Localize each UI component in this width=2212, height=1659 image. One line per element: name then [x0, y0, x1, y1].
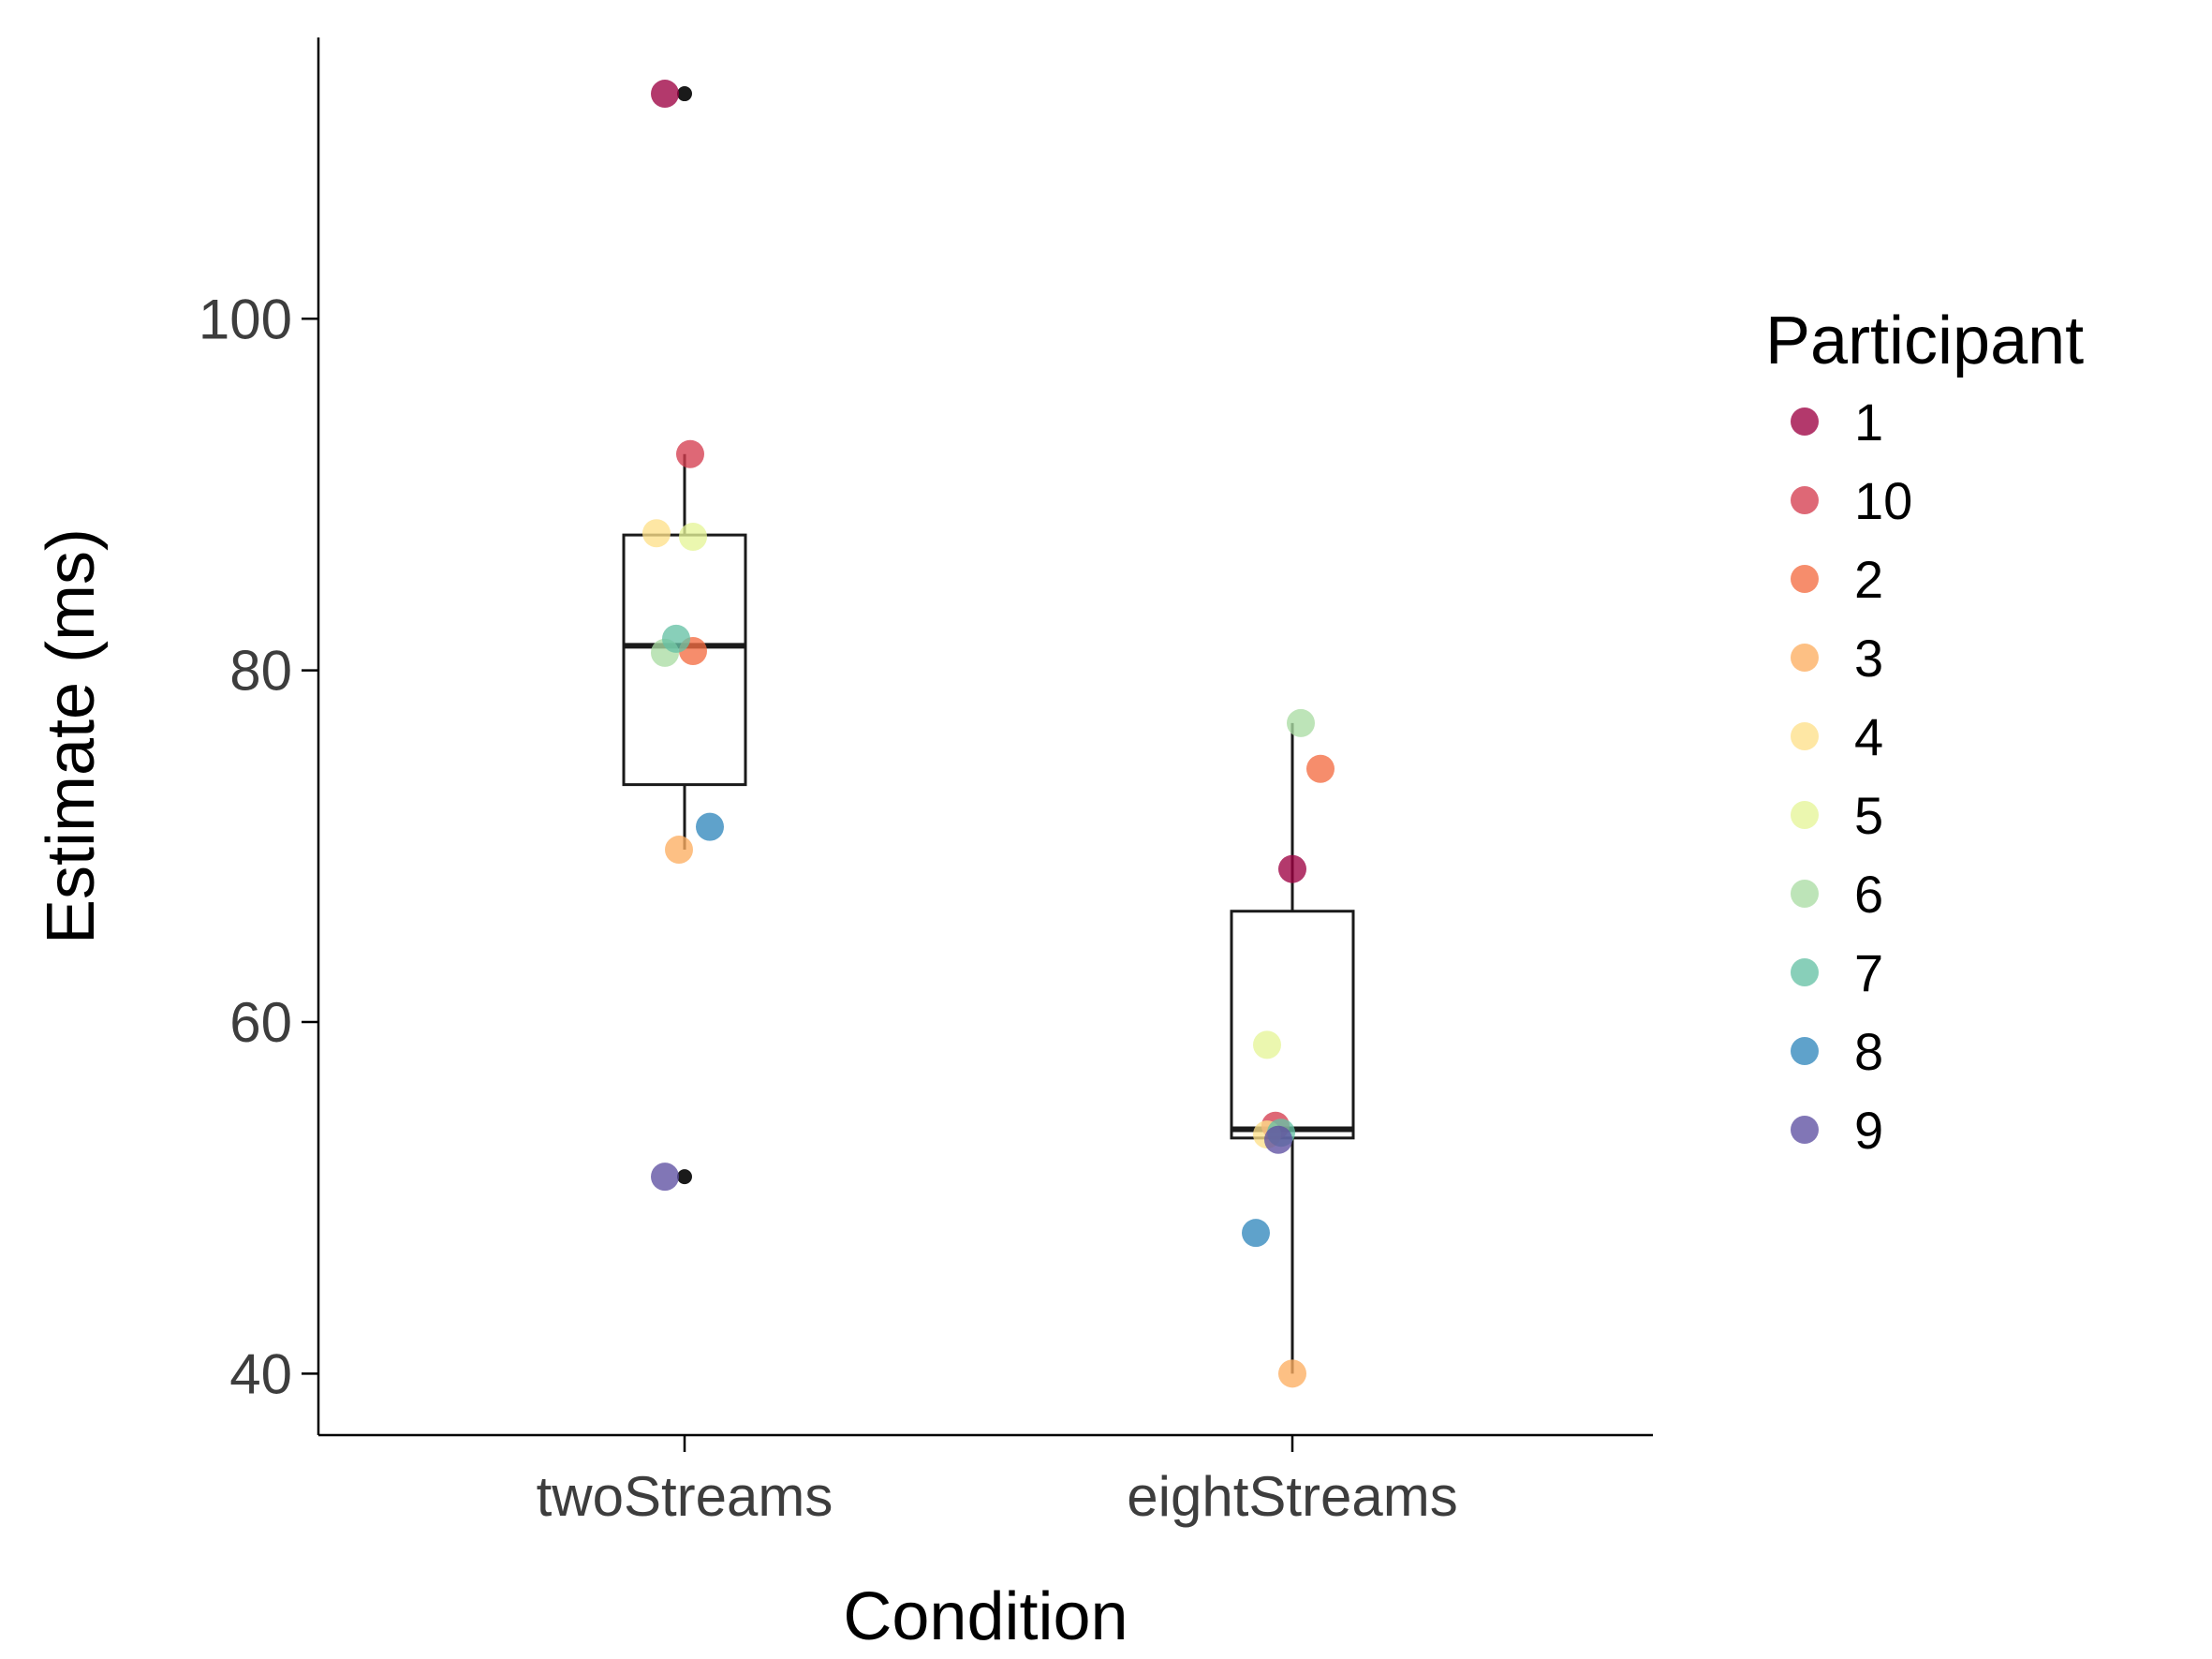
data-point-participant-8 — [1242, 1219, 1270, 1248]
interquartile-box — [1230, 910, 1355, 1140]
y-tick-label: 60 — [229, 991, 292, 1054]
legend-swatch — [1791, 880, 1819, 908]
legend-swatch — [1791, 801, 1819, 829]
legend-label: 4 — [1854, 707, 1883, 766]
legend-label: 2 — [1854, 550, 1883, 609]
data-point-participant-3 — [665, 836, 693, 865]
x-tick-label: twoStreams — [537, 1465, 833, 1528]
legend-swatch — [1791, 486, 1819, 514]
legend-entry: 3 — [1791, 629, 1883, 688]
legend-swatch — [1791, 644, 1819, 672]
legend-entry: 4 — [1791, 707, 1883, 766]
legend-title: Participant — [1765, 304, 2084, 378]
legend-entry: 9 — [1791, 1101, 1883, 1160]
legend-entry: 2 — [1791, 550, 1883, 609]
data-point-participant-9 — [651, 1163, 679, 1192]
data-point-participant-3 — [1278, 1359, 1306, 1388]
legend-entry: 8 — [1791, 1022, 1883, 1081]
legend-label: 1 — [1854, 393, 1883, 452]
legend-swatch — [1791, 407, 1819, 436]
legend-label: 9 — [1854, 1101, 1883, 1160]
legend-swatch — [1791, 958, 1819, 986]
legend-entry: 7 — [1791, 943, 1883, 1002]
legend-entry: 5 — [1791, 786, 1883, 845]
data-point-participant-7 — [662, 624, 690, 653]
legend-label: 6 — [1854, 865, 1883, 924]
box-eightStreams — [1230, 722, 1355, 1374]
data-point-participant-10 — [676, 439, 704, 468]
legend-label: 8 — [1854, 1022, 1883, 1081]
y-axis: 40 60 80 100 — [199, 37, 320, 1435]
x-axis: twoStreams eightStreams — [318, 1433, 1653, 1528]
legend-entry: 6 — [1791, 865, 1883, 924]
legend-entry: 1 — [1791, 393, 1883, 452]
data-point-participant-4 — [642, 519, 671, 548]
data-point-participant-5 — [1253, 1030, 1281, 1059]
data-point-participant-8 — [696, 812, 724, 841]
outlier-point — [677, 1169, 692, 1185]
data-point-participant-9 — [1264, 1125, 1292, 1154]
legend-label: 5 — [1854, 786, 1883, 845]
data-point-participant-5 — [679, 522, 707, 551]
data-point-participant-1 — [1278, 854, 1306, 883]
legend-swatch — [1791, 1037, 1819, 1065]
x-tick-label: eightStreams — [1127, 1465, 1458, 1528]
y-tick-label: 40 — [229, 1342, 292, 1405]
data-point-participant-2 — [1306, 754, 1335, 783]
data-point-participant-1 — [651, 80, 679, 109]
points-layer — [642, 80, 1335, 1388]
legend: Participant 1 10 2 3 4 5 6 7 8 9 — [1765, 304, 2084, 1160]
legend-entry: 10 — [1791, 471, 1912, 530]
y-tick-label: 80 — [229, 640, 292, 703]
legend-label: 3 — [1854, 629, 1883, 688]
y-tick-label: 100 — [199, 288, 292, 350]
legend-label: 10 — [1854, 471, 1912, 530]
y-axis-title: Estimate (ms) — [34, 528, 109, 944]
data-point-participant-6 — [1287, 708, 1315, 737]
boxes-layer — [622, 86, 1355, 1374]
legend-swatch — [1791, 722, 1819, 750]
legend-swatch — [1791, 565, 1819, 593]
legend-swatch — [1791, 1116, 1819, 1144]
legend-label: 7 — [1854, 943, 1883, 1002]
x-axis-title: Condition — [843, 1579, 1128, 1654]
outlier-point — [677, 86, 692, 102]
